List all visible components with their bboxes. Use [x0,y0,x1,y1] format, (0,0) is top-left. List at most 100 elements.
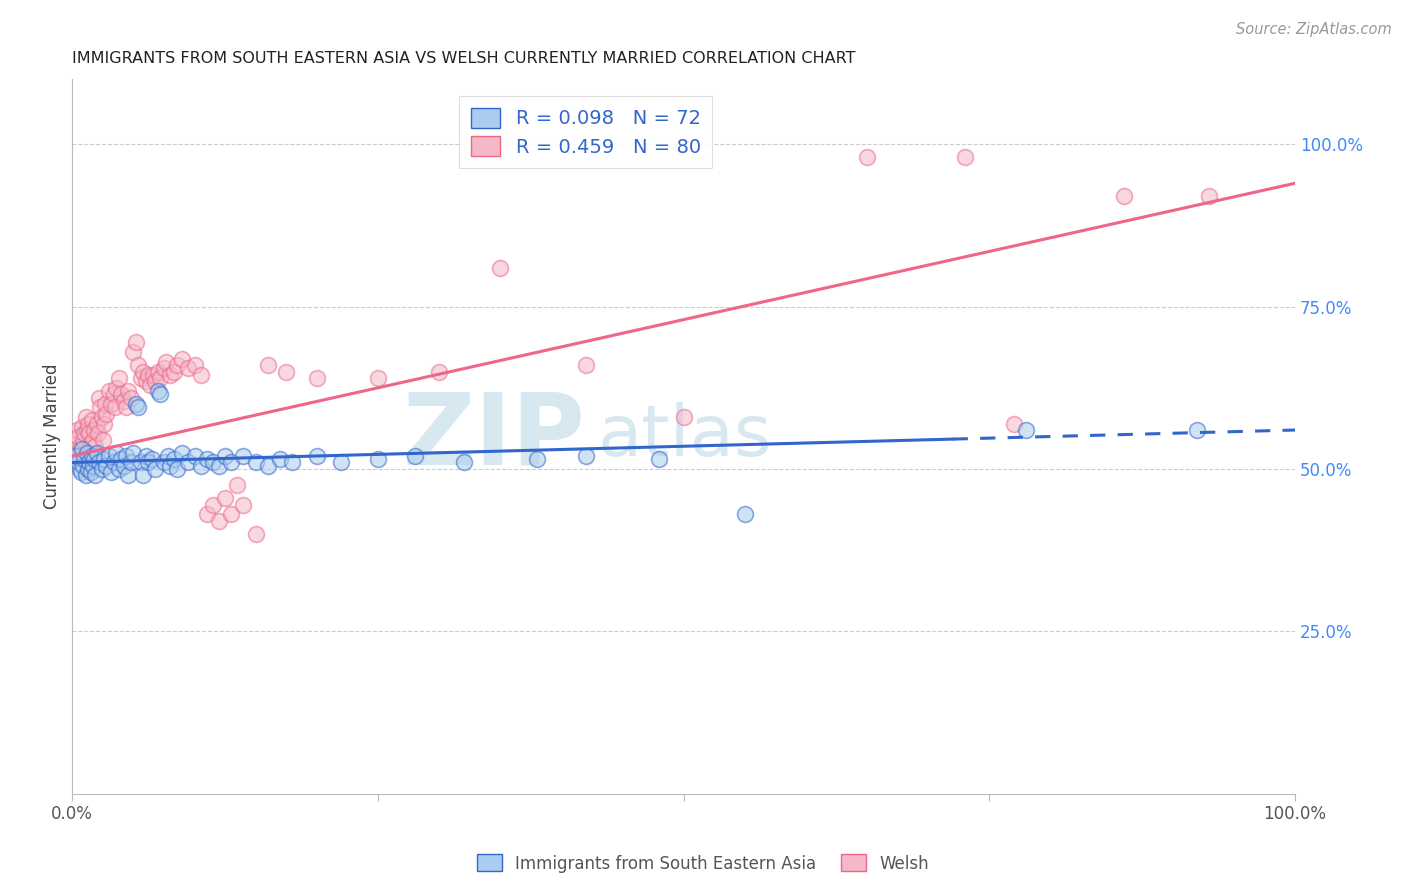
Point [105,381,128,395]
Point [1002,417,1025,431]
Point [115,401,138,415]
Point [163,452,186,467]
Point [84,468,107,483]
Point [453,455,475,469]
Point [110,387,132,401]
Point [89,401,111,415]
Point [281,455,304,469]
Point [526,452,548,467]
Point [103,455,125,469]
Point [269,452,291,467]
Point [69,462,91,476]
Point [105,446,128,460]
Point [100,465,122,479]
Point [82,433,104,447]
Point [146,365,169,379]
Point [172,446,194,460]
Point [120,455,142,469]
Point [79,426,101,441]
Point [76,423,98,437]
Point [232,498,254,512]
Point [122,446,145,460]
Point [177,455,200,469]
Point [330,455,353,469]
Point [107,371,129,385]
Point [575,449,598,463]
Point [149,387,172,401]
Point [87,426,110,441]
Point [70,419,93,434]
Point [672,410,695,425]
Point [63,442,86,457]
Point [367,452,389,467]
Point [214,491,236,506]
Point [91,433,114,447]
Point [127,358,149,372]
Point [201,455,224,469]
Point [404,449,426,463]
Point [97,449,120,463]
Point [117,384,139,398]
Point [153,455,176,469]
Point [75,468,97,483]
Point [67,429,90,443]
Point [159,368,181,382]
Point [86,417,108,431]
Point [1185,423,1208,437]
Point [226,478,249,492]
Point [107,462,129,476]
Point [132,468,155,483]
Point [276,365,298,379]
Point [367,371,389,385]
Point [84,439,107,453]
Point [177,361,200,376]
Point [257,358,280,372]
Point [305,449,328,463]
Point [136,455,159,469]
Point [79,455,101,469]
Point [80,449,103,463]
Point [94,397,117,411]
Point [1112,189,1135,203]
Point [103,387,125,401]
Point [305,371,328,385]
Point [489,260,512,275]
Point [166,462,188,476]
Point [96,407,118,421]
Point [190,458,212,473]
Point [129,455,152,469]
Point [1015,423,1038,437]
Point [86,446,108,460]
Point [122,345,145,359]
Point [1198,189,1220,203]
Point [208,458,231,473]
Point [89,455,111,469]
Point [75,410,97,425]
Legend: Immigrants from South Eastern Asia, Welsh: Immigrants from South Eastern Asia, Wels… [470,847,936,880]
Point [72,433,94,447]
Point [153,361,176,376]
Text: Source: ZipAtlas.com: Source: ZipAtlas.com [1236,22,1392,37]
Point [183,358,205,372]
Point [232,449,254,463]
Point [141,452,163,467]
Point [127,401,149,415]
Point [104,401,127,415]
Point [67,455,90,469]
Point [159,458,181,473]
Point [82,458,104,473]
Text: ZIP: ZIP [404,388,586,485]
Point [163,365,186,379]
Point [245,455,267,469]
Point [90,410,112,425]
Point [97,384,120,398]
Point [219,455,242,469]
Point [83,423,105,437]
Point [139,377,162,392]
Point [73,452,96,467]
Point [90,462,112,476]
Point [66,423,89,437]
Point [112,458,135,473]
Point [77,462,100,476]
Point [65,449,87,463]
